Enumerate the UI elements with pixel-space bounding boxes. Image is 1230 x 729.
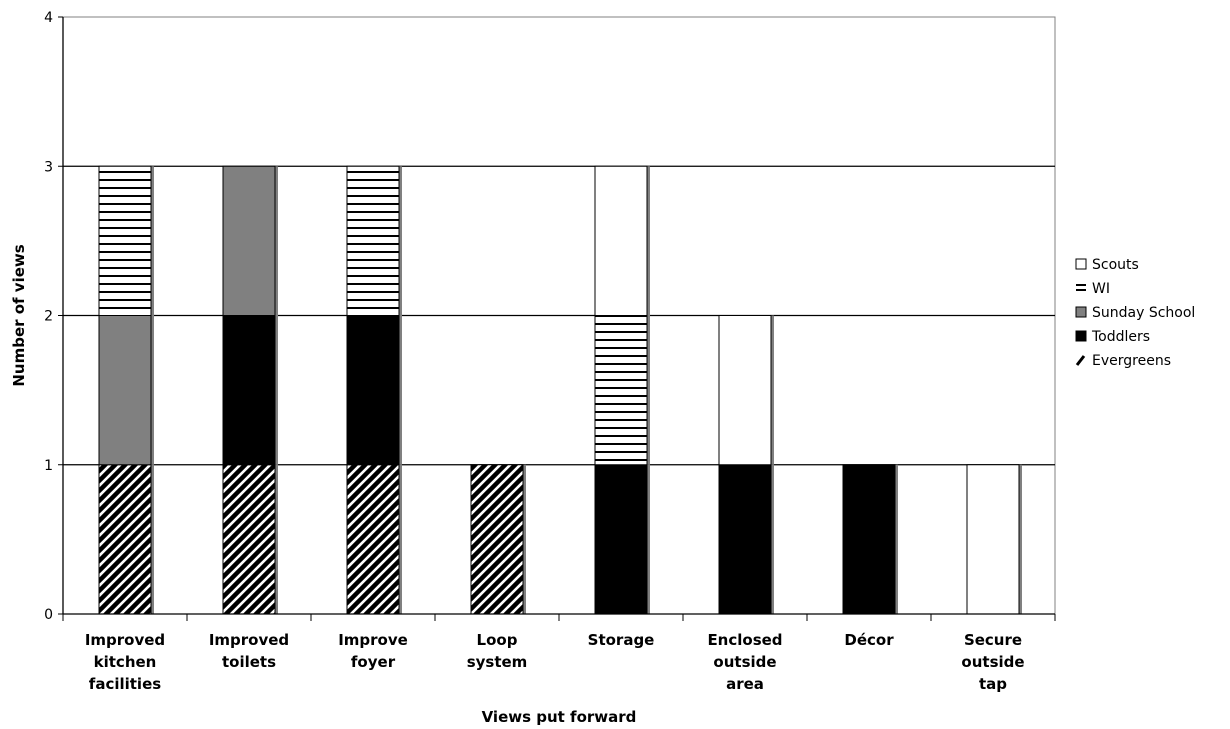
bar-shadow <box>399 315 402 465</box>
bar-shadow <box>399 464 402 614</box>
legend-label: Scouts <box>1092 257 1139 273</box>
bar-shadow <box>151 166 154 316</box>
x-axis-title: Views put forward <box>482 708 637 726</box>
gridlines <box>62 16 1056 615</box>
y-tick-label: 2 <box>44 309 53 325</box>
legend-entry: Evergreens <box>1075 353 1171 369</box>
y-axis-title: Number of views <box>10 244 28 386</box>
bar-segment <box>98 165 152 316</box>
x-tick-label: Improve foyer <box>338 631 408 671</box>
legend-entry: Toddlers <box>1075 329 1150 345</box>
x-tick-label: Storage <box>588 631 655 649</box>
bar-segment <box>470 464 524 615</box>
x-tick-label: Improved toilets <box>209 631 289 671</box>
legend-swatch <box>1075 258 1087 270</box>
y-tick-label: 4 <box>44 10 53 26</box>
bar-segment <box>346 464 400 615</box>
y-tick-label: 3 <box>44 159 53 175</box>
legend-swatch <box>1076 289 1086 291</box>
legend-entry: Scouts <box>1075 257 1139 273</box>
bar-segment <box>98 315 152 466</box>
bar-shadow <box>771 315 774 465</box>
bar-segment <box>594 165 648 316</box>
x-tick-label: Décor <box>844 631 894 649</box>
legend-swatch <box>1075 330 1087 342</box>
x-tick-label: Secure outside tap <box>961 631 1024 693</box>
bar-shadow <box>1019 464 1022 614</box>
bar-segment <box>594 464 648 615</box>
bar-shadow <box>275 166 278 316</box>
bar-segment <box>842 464 896 615</box>
bar-shadow <box>647 166 650 316</box>
legend-label: Sunday School <box>1092 305 1195 321</box>
legend-entry: WI <box>1076 281 1110 297</box>
legend-label: Evergreens <box>1092 353 1171 369</box>
legend-swatch <box>1076 284 1086 286</box>
bar-shadow <box>771 464 774 614</box>
bar-shadow <box>399 166 402 316</box>
legend-entry: Sunday School <box>1075 305 1195 321</box>
x-tick-label: Loop system <box>467 631 528 671</box>
legend-label: WI <box>1092 281 1110 297</box>
bar-segment <box>222 464 276 615</box>
bar-segment <box>98 464 152 615</box>
bar-shadow <box>275 464 278 614</box>
bar-shadow <box>647 464 650 614</box>
x-tick-label: Improved kitchen facilities <box>85 631 165 693</box>
bar-segment <box>222 315 276 466</box>
legend-swatch <box>1075 306 1087 318</box>
legend-swatch <box>1075 355 1086 366</box>
y-tick-label: 1 <box>44 458 53 474</box>
bar-segment <box>222 165 276 316</box>
axis-labels: 0 1 2 3 4 Improved kitchen facilities Improved to… <box>10 10 1025 726</box>
bar-segment <box>966 464 1020 615</box>
axes <box>58 16 1056 621</box>
bar-shadow <box>151 315 154 465</box>
y-tick-label: 0 <box>44 607 53 623</box>
legend-label: Toddlers <box>1091 329 1150 345</box>
bar-segment <box>346 165 400 316</box>
bar-shadow <box>647 315 650 465</box>
bar-shadow <box>895 464 898 614</box>
bar-shadow <box>275 315 278 465</box>
legend: Scouts WI Sunday School Toddlers Evergreens <box>1075 257 1195 369</box>
bar-segment <box>346 315 400 466</box>
bar-segment <box>718 315 772 466</box>
bar-shadow <box>151 464 154 614</box>
bar-segment <box>594 315 648 466</box>
bar-segment <box>718 464 772 615</box>
x-tick-label: Enclosed outside area <box>707 631 782 693</box>
bars <box>98 165 1022 615</box>
bar-shadow <box>523 464 526 614</box>
